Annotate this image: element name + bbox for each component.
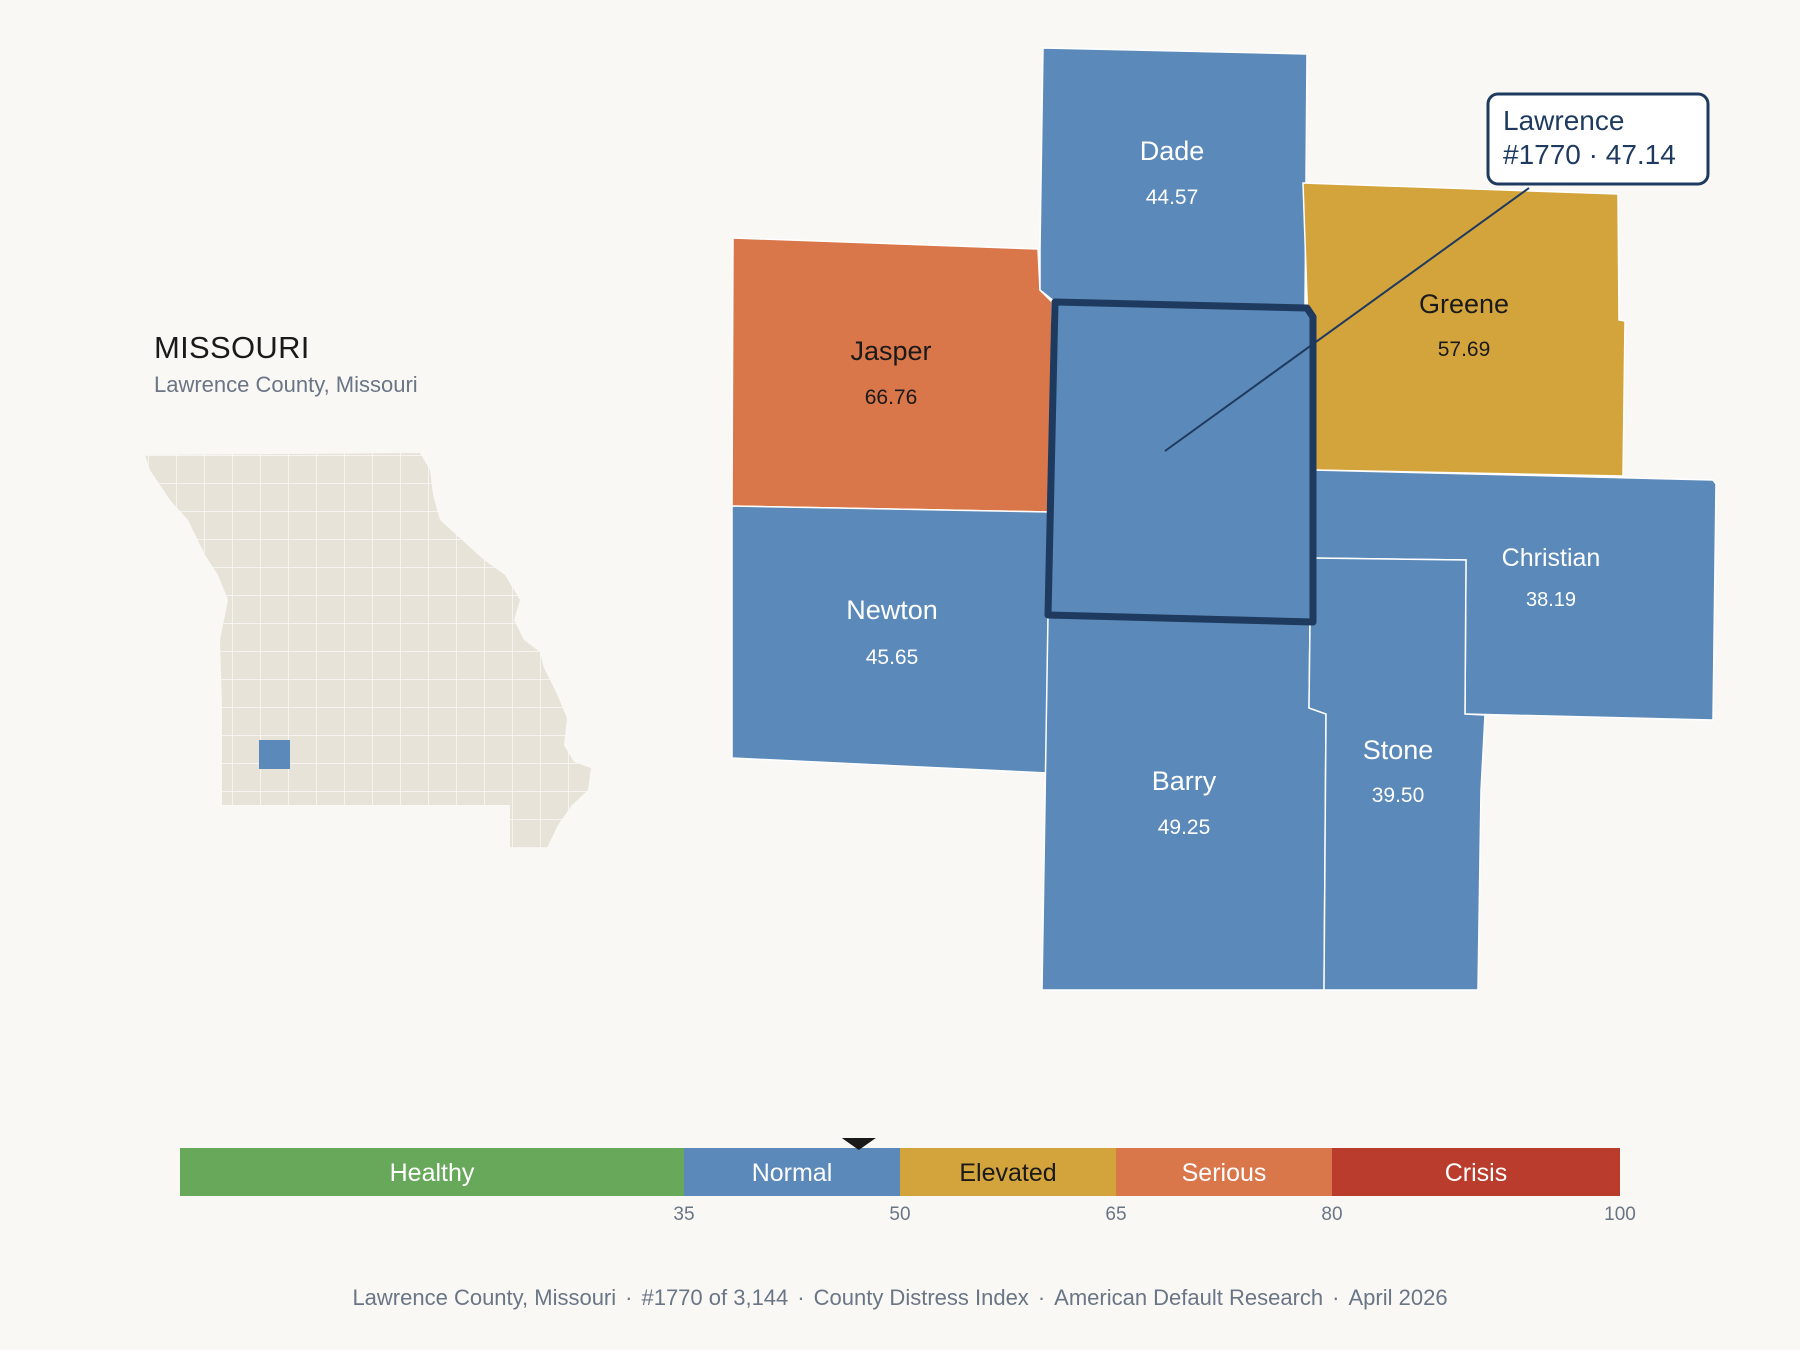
state-subtitle: Lawrence County, Missouri xyxy=(154,372,418,397)
county-label-greene: Greene xyxy=(1419,289,1509,319)
county-value-jasper: 66.76 xyxy=(865,386,918,409)
footer-date: April 2026 xyxy=(1348,1285,1448,1310)
legend-band-healthy xyxy=(180,1148,684,1196)
county-label-jasper: Jasper xyxy=(850,336,931,366)
legend-label-healthy: Healthy xyxy=(390,1159,475,1187)
legend-label-elevated: Elevated xyxy=(959,1159,1056,1187)
county-jasper[interactable] xyxy=(731,237,1053,513)
state-title: MISSOURI xyxy=(154,330,310,365)
county-labels: Dade 44.57 Jasper 66.76 Greene 57.69 New… xyxy=(846,136,1600,839)
callout-leader-line xyxy=(1164,187,1530,452)
callout-name: Lawrence xyxy=(1503,105,1624,136)
county-newton[interactable] xyxy=(731,505,1051,774)
county-value-christian: 38.19 xyxy=(1526,589,1576,611)
legend-tick-50: 50 xyxy=(889,1204,910,1225)
county-dade[interactable] xyxy=(1039,47,1308,307)
legend-tick-35: 35 xyxy=(673,1204,694,1225)
county-value-newton: 45.65 xyxy=(866,646,919,669)
county-greene[interactable] xyxy=(1302,182,1626,477)
county-stone[interactable] xyxy=(1308,557,1486,991)
missouri-inset-map xyxy=(145,453,591,848)
county-value-dade: 44.57 xyxy=(1146,186,1199,209)
legend-label-serious: Serious xyxy=(1182,1159,1267,1187)
county-label-stone: Stone xyxy=(1363,735,1434,765)
footer-index: County Distress Index xyxy=(813,1285,1029,1310)
county-label-newton: Newton xyxy=(846,595,938,625)
county-label-barry: Barry xyxy=(1152,766,1217,796)
footer-county: Lawrence County, Missouri xyxy=(352,1285,617,1310)
county-label-dade: Dade xyxy=(1140,136,1205,166)
legend-tick-80: 80 xyxy=(1321,1204,1342,1225)
lawrence-inset-marker xyxy=(259,740,290,769)
footer: Lawrence County, Missouri · #1770 of 3,144… xyxy=(352,1285,1448,1310)
focus-callout: Lawrence #1770 · 47.14 xyxy=(1164,92,1710,452)
county-map xyxy=(731,47,1717,991)
legend-marker xyxy=(841,1138,876,1150)
missouri-county-lines xyxy=(145,453,591,848)
county-value-stone: 39.50 xyxy=(1372,784,1425,807)
county-barry[interactable] xyxy=(1041,614,1327,991)
legend-band-serious xyxy=(1116,1148,1332,1196)
callout-rank-value: #1770 · 47.14 xyxy=(1503,139,1676,170)
legend-band-normal xyxy=(684,1148,900,1196)
county-label-christian: Christian xyxy=(1502,544,1601,572)
legend-tick-65: 65 xyxy=(1105,1204,1126,1225)
legend-band-crisis xyxy=(1332,1148,1620,1196)
callout-box xyxy=(1486,92,1710,186)
footer-rank: #1770 of 3,144 xyxy=(641,1285,789,1310)
legend-tick-100: 100 xyxy=(1604,1204,1636,1225)
legend-label-normal: Normal xyxy=(752,1159,833,1187)
county-value-barry: 49.25 xyxy=(1158,816,1211,839)
county-value-greene: 57.69 xyxy=(1438,338,1491,361)
distress-legend: Healthy Normal Elevated Serious Crisis 35 50 65… xyxy=(180,1138,1636,1225)
legend-label-crisis: Crisis xyxy=(1445,1159,1508,1187)
legend-band-elevated xyxy=(900,1148,1116,1196)
county-lawrence-focus[interactable] xyxy=(1044,298,1317,626)
footer-source: American Default Research xyxy=(1054,1285,1324,1310)
